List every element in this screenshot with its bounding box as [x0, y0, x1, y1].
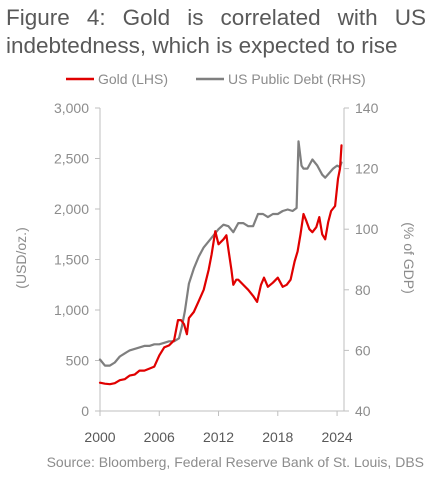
y-axis-left-label: (USD/oz.): [13, 227, 29, 288]
y-tick-label: 1,500: [54, 252, 89, 268]
y-axis-left-ticks: 3,000 2,500 2,000 1,500 1,000 500 0: [54, 100, 100, 419]
x-tick-label: 2024: [321, 429, 352, 445]
y-axis-right-ticks: 140 120 100 80 60 40: [344, 100, 379, 419]
y-tick-label: 500: [66, 353, 90, 369]
x-tick-label: 2018: [262, 429, 293, 445]
x-tick-label: 2000: [84, 429, 115, 445]
legend-label-gold: Gold (LHS): [98, 71, 168, 87]
y-tick-label: 0: [81, 403, 89, 419]
x-tick-label: 2006: [144, 429, 175, 445]
series-layer: [98, 140, 343, 386]
y-tick-label: 2,500: [54, 151, 89, 167]
y2-tick-label: 40: [355, 403, 371, 419]
source-note: Source: Bloomberg, Federal Reserve Bank …: [46, 454, 424, 470]
y-tick-label: 3,000: [54, 100, 89, 116]
y-axis-right-label: (% of GDP): [401, 222, 417, 294]
y2-tick-label: 60: [355, 342, 371, 358]
y2-tick-label: 140: [355, 100, 379, 116]
legend-label-debt: US Public Debt (RHS): [228, 71, 366, 87]
series-line-us-public-debt: [98, 140, 343, 367]
series-line-gold: [98, 144, 343, 386]
figure-title: Figure 4: Gold is correlated with US ind…: [6, 5, 426, 58]
y-tick-label: 1,000: [54, 302, 89, 318]
y2-tick-label: 100: [355, 221, 379, 237]
y-tick-label: 2,000: [54, 201, 89, 217]
y2-tick-label: 120: [355, 161, 379, 177]
x-tick-label: 2012: [203, 429, 234, 445]
chart-legend: Gold (LHS) US Public Debt (RHS): [66, 71, 366, 87]
x-axis-ticks: 2000 2006 2012 2018 2024: [84, 411, 353, 445]
chart-axes: [99, 108, 345, 412]
y2-tick-label: 80: [355, 282, 371, 298]
